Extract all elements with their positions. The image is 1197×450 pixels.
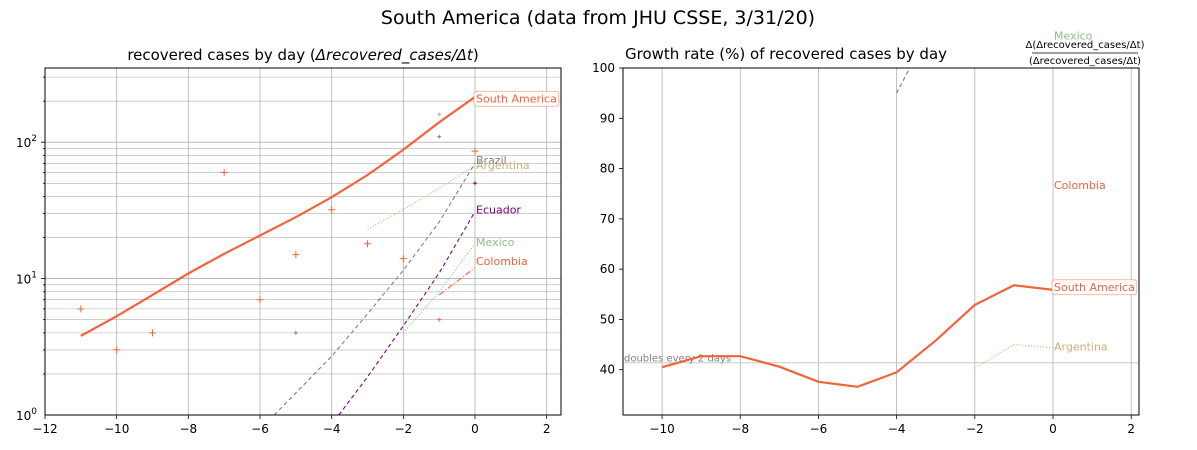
- right-title-frac-den: (Δrecovered_cases/Δt): [1029, 56, 1141, 67]
- left-ytick-label: 100: [16, 407, 37, 423]
- right-ytick-label: 80: [600, 162, 615, 176]
- figure-suptitle: South America (data from JHU CSSE, 3/31/…: [381, 7, 815, 29]
- right-grid: doubles every 2 days: [623, 68, 1139, 415]
- right-ytick-label: 40: [600, 363, 615, 377]
- right-axes-frame: [622, 67, 1140, 416]
- left-marker-south-america: [471, 147, 479, 155]
- left-marker-south-america: [220, 168, 228, 176]
- left-chart: recovered cases by day (Δrecovered_cases…: [16, 46, 562, 436]
- left-series-line-brazil: [273, 163, 476, 415]
- left-series-line-argentina: [367, 165, 476, 230]
- right-ytick-label: 90: [600, 111, 615, 125]
- right-label-mexico: Mexico: [1054, 29, 1093, 42]
- left-marker-south-america: [256, 296, 264, 304]
- left-xtick-label: −4: [323, 422, 341, 436]
- left-xtick-label: −2: [394, 422, 412, 436]
- right-ytick-label: 100: [592, 61, 615, 75]
- left-title-math: Δrecovered_cases/Δt: [315, 46, 474, 65]
- left-title-close: ): [473, 46, 479, 64]
- left-label-mexico: Mexico: [476, 236, 515, 249]
- right-xtick-label: −2: [966, 422, 984, 436]
- left-marker-ecuador: [473, 181, 477, 186]
- left-xtick-label: −8: [179, 422, 197, 436]
- left-marker-south-america: [399, 255, 407, 263]
- left-series: [77, 96, 479, 415]
- right-xtick-label: −10: [649, 422, 674, 436]
- right-series-line-argentina: [974, 344, 1054, 369]
- left-ticks: −12 −10 −8 −6 −4 −2 0 2 100 101 102: [16, 76, 551, 436]
- left-chart-title: recovered cases by day (Δrecovered_cases…: [127, 46, 478, 65]
- left-marker-south-america: [292, 251, 300, 259]
- left-label-ecuador: Ecuador: [476, 204, 521, 217]
- right-ytick-label: 70: [600, 212, 615, 226]
- left-marker-colombia: [437, 317, 442, 322]
- left-series-line-mexico: [402, 243, 476, 334]
- left-ytick-label: 102: [16, 134, 37, 150]
- left-label-south-america: South America: [476, 92, 557, 105]
- left-label-argentina: Argentina: [476, 159, 530, 172]
- right-reference-label: doubles every 2 days: [624, 354, 731, 365]
- right-annotations: Mexico Colombia South America Argentina: [1051, 29, 1138, 354]
- left-marker-argentina: [437, 112, 442, 117]
- left-xtick-label: −12: [32, 422, 57, 436]
- left-marker-brazil: [293, 330, 298, 335]
- right-series: [661, 68, 1054, 388]
- left-label-colombia: Colombia: [476, 255, 528, 268]
- right-xtick-label: −8: [731, 422, 749, 436]
- left-label-box: [473, 90, 560, 107]
- right-ytick-label: 50: [600, 312, 615, 326]
- right-label-argentina: Argentina: [1054, 341, 1108, 354]
- left-label-brazil: Brazil: [476, 154, 507, 167]
- right-label-box: [1051, 279, 1138, 296]
- left-xtick-label: 2: [543, 422, 551, 436]
- right-xtick-label: 0: [1049, 422, 1057, 436]
- left-marker-south-america: [364, 240, 371, 248]
- left-axes-frame: [44, 67, 562, 416]
- right-label-colombia: Colombia: [1054, 179, 1106, 192]
- right-ytick-label: 60: [600, 262, 615, 276]
- left-xtick-label: 0: [471, 422, 479, 436]
- left-marker-south-america: [149, 329, 156, 337]
- right-xtick-label: −6: [810, 422, 828, 436]
- right-title-frac-num: Δ(Δrecovered_cases/Δt): [1026, 40, 1145, 51]
- right-xtick-label: 2: [1127, 422, 1135, 436]
- left-marker-brazil: [437, 134, 442, 139]
- left-title-main: recovered cases by day (: [127, 46, 315, 64]
- left-marker-south-america: [328, 206, 336, 214]
- right-xtick-label: −4: [888, 422, 906, 436]
- right-ticks: −10 −8 −6 −4 −2 0 2 40 50 60 70 80 90 100: [592, 61, 1135, 436]
- left-xtick-label: −6: [251, 422, 269, 436]
- right-label-south-america: South America: [1054, 281, 1135, 294]
- left-series-line-colombia: [438, 267, 476, 296]
- right-chart: Growth rate (%) of recovered cases by da…: [592, 29, 1144, 436]
- left-marker-south-america: [77, 305, 85, 313]
- left-series-line-south-america: [80, 96, 476, 337]
- right-chart-title: Growth rate (%) of recovered cases by da…: [625, 45, 947, 63]
- left-series-line-ecuador: [338, 211, 476, 415]
- left-marker-south-america: [113, 346, 121, 354]
- left-ytick-label: 101: [16, 271, 37, 287]
- right-series-line-south-america: [661, 284, 1054, 388]
- left-xtick-label: −10: [104, 422, 129, 436]
